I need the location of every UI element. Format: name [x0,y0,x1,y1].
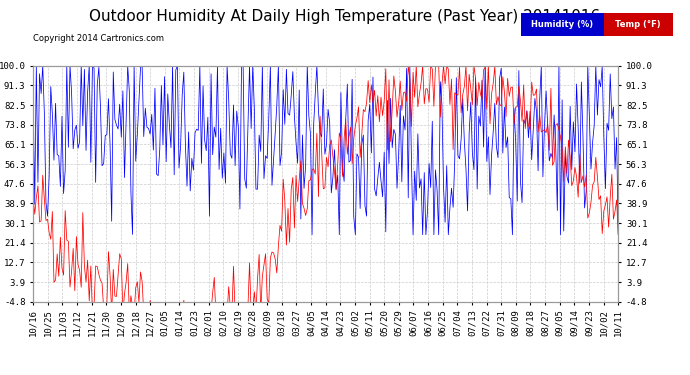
Text: Temp (°F): Temp (°F) [615,20,661,29]
Text: Copyright 2014 Cartronics.com: Copyright 2014 Cartronics.com [33,34,164,43]
Text: Humidity (%): Humidity (%) [531,20,593,29]
Text: Outdoor Humidity At Daily High Temperature (Past Year) 20141016: Outdoor Humidity At Daily High Temperatu… [90,9,600,24]
